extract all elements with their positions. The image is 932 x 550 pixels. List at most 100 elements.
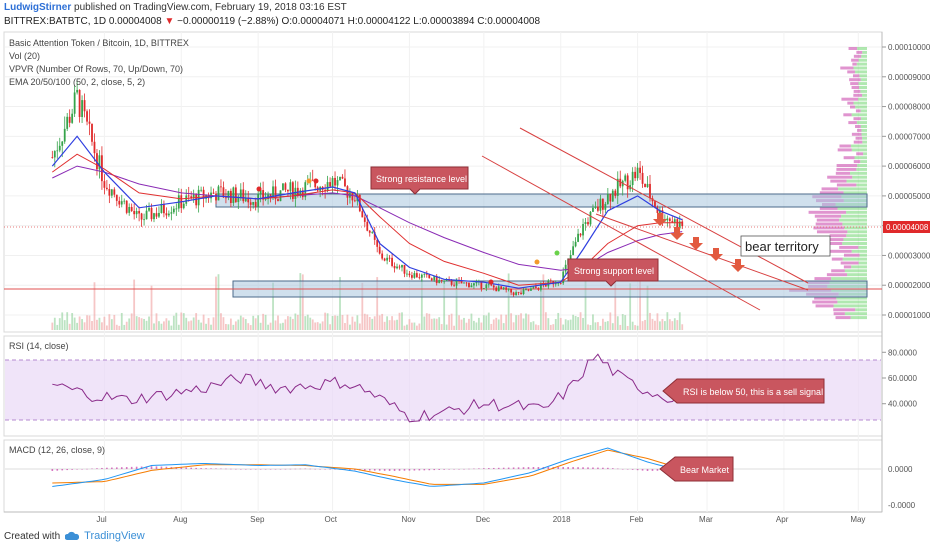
candle-body bbox=[636, 167, 639, 179]
macd-hist-bar bbox=[651, 469, 654, 471]
macd-hist-bar bbox=[612, 468, 614, 469]
down-arrow-icon bbox=[731, 259, 745, 272]
volume-bar bbox=[353, 321, 356, 330]
candle-body bbox=[520, 292, 522, 295]
macd-hist-bar bbox=[577, 467, 579, 469]
candle-body bbox=[413, 273, 416, 278]
macd-hist-bar bbox=[86, 468, 88, 470]
tradingview-brand[interactable]: TradingView bbox=[84, 530, 145, 542]
volume-bar bbox=[552, 324, 555, 330]
ema50-line bbox=[52, 153, 683, 286]
macd-hist-bar bbox=[602, 467, 604, 469]
macd-callout[interactable]: Bear Market bbox=[659, 456, 734, 482]
volume-bar bbox=[296, 314, 299, 330]
candle-body bbox=[63, 128, 66, 142]
resistance-callout[interactable]: Strong resistance level bbox=[370, 166, 469, 195]
vpvr-row-up bbox=[861, 132, 867, 136]
volume-bars bbox=[51, 272, 684, 330]
macd-panel[interactable] bbox=[3, 439, 883, 513]
macd-hist-bar bbox=[567, 467, 569, 469]
volume-bar bbox=[678, 312, 681, 330]
candle-body bbox=[579, 233, 582, 236]
macd-hist-bar bbox=[259, 469, 262, 470]
volume-bar bbox=[368, 317, 371, 330]
time-tick-label: Sep bbox=[250, 515, 265, 524]
volume-bar bbox=[549, 324, 552, 330]
volume-bar bbox=[158, 321, 160, 330]
candle-body bbox=[530, 288, 532, 291]
vpvr-row-down bbox=[814, 214, 842, 218]
volume-bar bbox=[579, 312, 582, 330]
volume-bar bbox=[277, 315, 279, 330]
vpvr-row-up bbox=[843, 238, 867, 242]
author-link[interactable]: LudwigStirner bbox=[4, 2, 72, 13]
volume-bar bbox=[76, 322, 79, 330]
vpvr-row-down bbox=[841, 97, 859, 101]
volume-bar bbox=[621, 314, 624, 330]
volume-bar bbox=[304, 316, 307, 330]
vpvr-row-up bbox=[856, 167, 867, 171]
price-tick-label: 0.00008000 bbox=[888, 103, 931, 112]
candle-body bbox=[549, 280, 552, 282]
volume-bar bbox=[160, 323, 163, 330]
vpvr-row-down bbox=[827, 175, 853, 179]
vpvr-row-down bbox=[819, 191, 844, 195]
volume-bar bbox=[344, 323, 346, 330]
macd-hist-bar bbox=[205, 468, 207, 469]
macd-hist-bar bbox=[264, 469, 267, 470]
candle-body bbox=[515, 292, 517, 296]
macd-tick-label: 0.0000 bbox=[888, 465, 913, 474]
volume-bar bbox=[542, 274, 545, 330]
macd-hist-bar bbox=[76, 469, 78, 470]
support-callout[interactable]: Strong support level bbox=[567, 258, 659, 287]
candle-body bbox=[386, 257, 389, 261]
candle-body bbox=[56, 150, 59, 152]
volume-bar bbox=[220, 313, 222, 330]
vpvr-row-down bbox=[840, 66, 854, 70]
candle-body bbox=[289, 182, 292, 192]
volume-bar bbox=[167, 320, 170, 330]
vpvr-row-down bbox=[853, 160, 861, 164]
volume-bar bbox=[574, 315, 577, 330]
macd-hist-bar bbox=[547, 467, 550, 469]
vpvr-row-up bbox=[837, 206, 867, 210]
volume-bar bbox=[636, 325, 639, 330]
candle-body bbox=[522, 289, 525, 295]
macd-hist-bar bbox=[483, 468, 485, 469]
candle-body bbox=[215, 193, 217, 201]
time-tick-label: Apr bbox=[776, 515, 789, 524]
legend-volume: Vol (20) bbox=[9, 51, 40, 61]
volume-bar bbox=[232, 324, 235, 330]
candle-body bbox=[381, 253, 384, 259]
volume-bar bbox=[88, 315, 91, 330]
candle-body bbox=[626, 175, 629, 190]
vpvr-row-down bbox=[847, 70, 855, 74]
candle-body bbox=[257, 193, 260, 207]
volume-bar bbox=[460, 319, 463, 330]
vpvr-row-up bbox=[862, 50, 867, 54]
candle-body bbox=[232, 187, 235, 203]
ohlc-values: O:0.00004071 H:0.00004122 L:0.00003894 C… bbox=[281, 16, 541, 27]
vpvr-row-down bbox=[848, 121, 857, 125]
vpvr-row-down bbox=[843, 265, 852, 269]
volume-bar bbox=[105, 325, 108, 330]
candle-body bbox=[425, 273, 428, 275]
bear-territory-box[interactable]: bear territory bbox=[740, 235, 831, 257]
vpvr-row-down bbox=[833, 308, 856, 312]
rsi-callout[interactable]: RSI is below 50, this is a sell signal bbox=[662, 378, 825, 404]
candle-body bbox=[128, 207, 131, 213]
vpvr-row-down bbox=[831, 257, 843, 261]
candle-body bbox=[587, 222, 589, 225]
macd-hist-bar bbox=[225, 468, 227, 470]
macd-hist-bar bbox=[235, 468, 237, 470]
candle-body bbox=[544, 284, 547, 287]
macd-hist-bar bbox=[56, 469, 59, 471]
candle-body bbox=[539, 283, 542, 290]
vpvr-row-down bbox=[821, 187, 839, 191]
macd-hist-bar bbox=[106, 467, 108, 469]
volume-bar bbox=[86, 315, 88, 330]
vpvr-row-up bbox=[854, 156, 867, 160]
volume-bar bbox=[78, 316, 81, 330]
macd-hist-bar bbox=[537, 467, 540, 469]
